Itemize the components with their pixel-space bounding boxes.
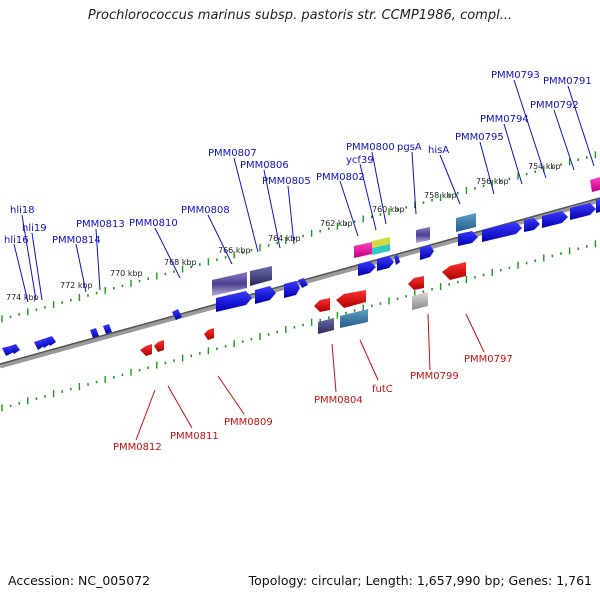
scale-label: 754 kbp xyxy=(528,162,561,171)
gene-arrow[interactable] xyxy=(358,261,376,276)
gene-block[interactable] xyxy=(318,318,334,334)
gene-label[interactable]: PMM0797 xyxy=(464,354,513,365)
gene-arrow[interactable] xyxy=(90,328,99,338)
gene-arrow[interactable] xyxy=(172,309,182,320)
gene-arrow[interactable] xyxy=(154,340,164,352)
gene-label[interactable]: PMM0809 xyxy=(224,417,273,428)
gene-arrow[interactable] xyxy=(103,324,112,334)
gene-arrow[interactable] xyxy=(255,286,276,304)
gene-label[interactable]: PMM0799 xyxy=(410,371,459,382)
gene-arrow[interactable] xyxy=(2,346,14,356)
gene-label[interactable]: PMM0814 xyxy=(52,235,101,246)
gene-block[interactable] xyxy=(372,237,390,248)
bottom-scale-ticks xyxy=(1,240,597,412)
gene-arrow[interactable] xyxy=(204,328,214,340)
gene-arrow[interactable] xyxy=(458,231,478,246)
gene-label[interactable]: hli19 xyxy=(22,223,47,234)
gene-block[interactable] xyxy=(372,244,390,255)
gene-label[interactable]: PMM0792 xyxy=(530,100,579,111)
gene-block[interactable] xyxy=(250,266,272,286)
gene-arrow[interactable] xyxy=(314,298,330,312)
gene-label[interactable]: PMM0793 xyxy=(491,70,540,81)
gene-block[interactable] xyxy=(340,309,368,328)
gene-arrow[interactable] xyxy=(394,255,400,265)
top-label-leaders xyxy=(13,79,595,303)
gene-label[interactable]: pgsA xyxy=(397,142,422,153)
gene-label[interactable]: PMM0791 xyxy=(543,76,592,87)
scale-label: 772 kbp xyxy=(60,281,93,290)
gene-block[interactable] xyxy=(412,292,428,310)
gene-label[interactable]: PMM0808 xyxy=(181,205,230,216)
gene-label[interactable]: PMM0802 xyxy=(316,172,365,183)
gene-label[interactable]: PMM0811 xyxy=(170,431,219,442)
gene-label[interactable]: PMM0795 xyxy=(455,132,504,143)
gene-label[interactable]: PMM0810 xyxy=(129,218,178,229)
gene-label[interactable]: PMM0807 xyxy=(208,148,257,159)
scale-label: 760 kbp xyxy=(372,205,405,214)
gene-arrow[interactable] xyxy=(377,256,394,271)
gene-arrow[interactable] xyxy=(542,211,568,228)
gene-label[interactable]: hisA xyxy=(428,145,449,156)
gene-block[interactable] xyxy=(590,177,600,192)
scale-label: 766 kbp xyxy=(218,246,251,255)
gene-block[interactable] xyxy=(456,213,476,232)
gene-block[interactable] xyxy=(354,242,372,258)
accession-text: Accession: NC_005072 xyxy=(8,573,151,588)
scale-label: 764 kbp xyxy=(268,234,301,243)
gene-label[interactable]: PMM0813 xyxy=(76,219,125,230)
reverse-genes xyxy=(140,262,466,356)
gene-arrow[interactable] xyxy=(46,336,56,346)
gene-arrow[interactable] xyxy=(442,262,466,280)
gene-label[interactable]: hli18 xyxy=(10,205,35,216)
gene-arrow[interactable] xyxy=(524,218,540,232)
gene-arrow[interactable] xyxy=(482,222,522,242)
gene-arrow[interactable] xyxy=(298,278,308,288)
scale-label: 768 kbp xyxy=(164,258,197,267)
gene-arrow[interactable] xyxy=(408,276,424,290)
gene-arrow[interactable] xyxy=(140,344,152,356)
forward-genes-small xyxy=(2,309,182,356)
top-scale-ticks xyxy=(1,151,597,323)
gene-arrow[interactable] xyxy=(596,199,600,213)
gene-arrow[interactable] xyxy=(570,203,596,220)
gene-arrow[interactable] xyxy=(10,344,20,354)
gene-arrow[interactable] xyxy=(420,245,434,260)
gene-label[interactable]: PMM0805 xyxy=(262,176,311,187)
gene-block[interactable] xyxy=(416,227,430,243)
gene-label[interactable]: hli16 xyxy=(4,235,29,246)
map-title: Prochlorococcus marinus subsp. pastoris … xyxy=(87,8,513,23)
scale-label: 756 kbp xyxy=(476,177,509,186)
forward-genes-large xyxy=(212,177,600,312)
scale-label: 758 kbp xyxy=(424,191,457,200)
gene-label[interactable]: PMM0794 xyxy=(480,114,529,125)
gene-label[interactable]: ycf39 xyxy=(346,155,374,166)
gene-label[interactable]: PMM0806 xyxy=(240,160,289,171)
gene-label[interactable]: PMM0812 xyxy=(113,442,162,453)
gene-label[interactable]: PMM0804 xyxy=(314,395,363,406)
gene-block[interactable] xyxy=(212,272,247,296)
gene-label[interactable]: PMM0800 xyxy=(346,142,395,153)
bottom-label-leaders xyxy=(135,313,485,441)
gene-label[interactable]: futC xyxy=(372,384,393,395)
gene-arrow[interactable] xyxy=(216,291,252,312)
gene-arrow[interactable] xyxy=(336,290,366,308)
gene-arrow[interactable] xyxy=(284,281,300,298)
scale-label: 762 kbp xyxy=(320,219,353,228)
scale-label: 770 kbp xyxy=(110,269,143,278)
topology-text: Topology: circular; Length: 1,657,990 bp… xyxy=(248,573,592,588)
scale-label: 774 kbp xyxy=(6,293,39,302)
